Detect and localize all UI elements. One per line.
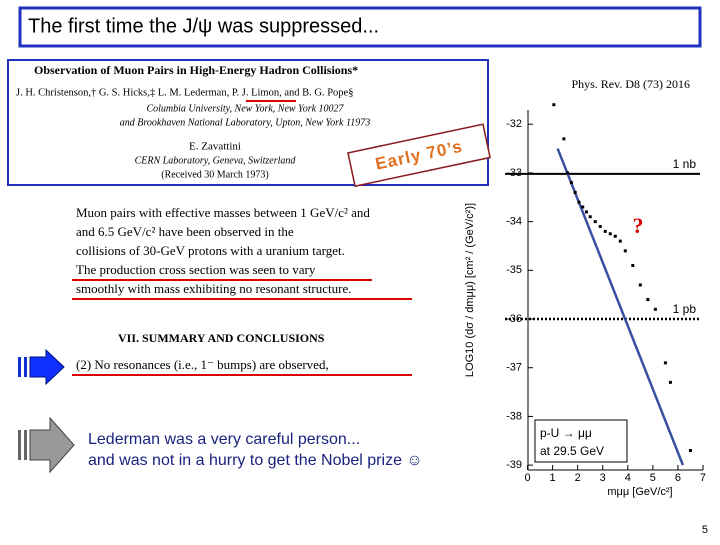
x-tick-label: 6 (675, 472, 681, 484)
data-point (668, 380, 672, 384)
stamp: Early 70’s (347, 123, 491, 188)
paper-received: (Received 30 March 1973) (161, 169, 268, 180)
data-point (663, 361, 667, 365)
x-tick-label: 1 (550, 472, 556, 484)
abstract-line: collisions of 30-GeV protons with a uran… (76, 243, 345, 258)
reference-label: 1 nb (673, 157, 697, 171)
data-point (593, 220, 597, 224)
y-tick-label: -35 (506, 264, 522, 276)
stamp-box (347, 123, 491, 188)
reference-label: 1 pb (673, 302, 697, 316)
y-axis-label: LOG10 (dσ / dmμμ) [cm² / (GeV/c²)] (464, 203, 476, 377)
data-point (638, 283, 642, 287)
data-point (569, 181, 573, 185)
x-tick-label: 5 (650, 472, 656, 484)
conclusion: (2) No resonances (i.e., 1⁻ bumps) are o… (76, 357, 329, 372)
paper-affiliation: and Brookhaven National Laboratory, Upto… (120, 117, 370, 128)
data-point (598, 224, 602, 228)
fit-line (556, 148, 685, 466)
abstract-line: Muon pairs with effective masses between… (76, 205, 370, 220)
paper-authors: J. H. Christenson,† G. S. Hicks,‡ L. M. … (16, 87, 353, 98)
data-point (581, 205, 585, 209)
data-point (577, 200, 581, 204)
remark: and was not in a hurry to get the Nobel … (88, 452, 423, 469)
paper-affiliation: Columbia University, New York, New York … (146, 103, 344, 114)
data-point (573, 190, 577, 194)
paper-affiliation: CERN Laboratory, Geneva, Switzerland (135, 155, 297, 166)
page-number: 5 (702, 524, 708, 536)
annotation: at 29.5 GeV (540, 444, 604, 458)
data-point (588, 215, 592, 219)
y-tick-label: -38 (506, 410, 522, 422)
grey-arrow (18, 416, 75, 474)
y-tick-label: -33 (506, 167, 522, 179)
abstract-line: and 6.5 GeV/c² have been observed in the (76, 224, 294, 239)
x-tick-label: 4 (625, 472, 631, 484)
data-point (688, 449, 692, 453)
y-tick-label: -32 (506, 118, 522, 130)
data-point (603, 229, 607, 233)
question-mark: ? (633, 213, 644, 238)
data-point (618, 239, 622, 243)
remark: Lederman was a very careful person... (88, 431, 360, 448)
data-point (653, 307, 657, 311)
abstract-line: The production cross section was seen to… (76, 262, 316, 277)
x-tick-label: 7 (700, 472, 706, 484)
y-tick-label: -34 (506, 216, 522, 228)
paper-title: Observation of Muon Pairs in High-Energy… (34, 63, 358, 77)
x-tick-label: 3 (600, 472, 606, 484)
slide-title: The first time the J/ψ was suppressed... (28, 15, 379, 37)
annotation: p-U → μμ (540, 426, 592, 440)
paper-author: E. Zavattini (189, 141, 241, 153)
section-heading: VII. SUMMARY AND CONCLUSIONS (118, 331, 325, 345)
x-axis-label: mμμ [GeV/c²] (607, 486, 672, 498)
title-box (18, 6, 702, 48)
y-tick-label: -39 (506, 459, 522, 471)
data-point (623, 249, 627, 253)
data-point (608, 232, 612, 236)
x-tick-label: 0 (524, 472, 530, 484)
abstract-line: smoothly with mass exhibiting no resonan… (76, 281, 352, 296)
x-tick-label: 2 (575, 472, 581, 484)
reference: Phys. Rev. D8 (73) 2016 (571, 77, 690, 91)
annotation-box (534, 419, 628, 463)
blue-arrow (18, 348, 65, 386)
data-point (631, 263, 635, 267)
data-point (646, 298, 650, 302)
data-point (562, 137, 566, 141)
data-point (552, 103, 556, 107)
data-point (584, 210, 588, 214)
y-tick-label: -37 (506, 362, 522, 374)
data-point (613, 234, 617, 238)
data-point (566, 171, 570, 175)
